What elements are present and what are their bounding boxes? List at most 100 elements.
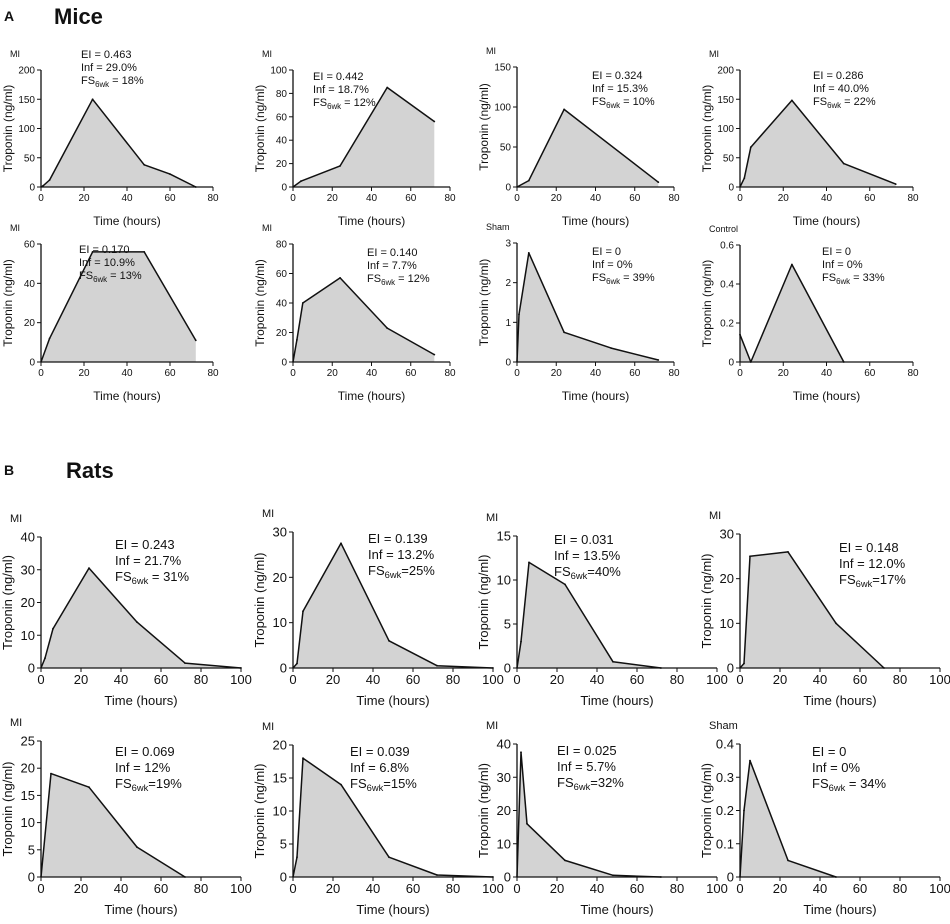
y-tick-label: 80	[276, 89, 288, 100]
y-tick-label: 2	[505, 278, 511, 289]
data-point	[433, 120, 436, 123]
data-point	[527, 252, 530, 254]
y-tick-label: 150	[18, 95, 35, 106]
annotation-fs: FS6wk=40%	[554, 564, 621, 581]
annotation-ei: EI = 0.243	[115, 537, 175, 552]
annotation-fs-subscript: 6wk	[132, 576, 149, 586]
data-point	[743, 662, 745, 665]
data-point	[564, 859, 566, 862]
annotation-fs-label: FS	[554, 564, 571, 579]
x-tick-label: 100	[230, 672, 252, 687]
data-point	[743, 177, 746, 180]
annotation-fs-subscript: 6wk	[571, 571, 588, 581]
y-axis-label: Troponin (ng/ml)	[700, 260, 714, 348]
x-tick-label: 20	[550, 881, 564, 896]
chart-group-label: MI	[10, 49, 20, 59]
x-tick-label: 0	[290, 368, 296, 379]
x-tick-label: 60	[853, 672, 867, 687]
series-area	[740, 551, 884, 668]
y-tick-label: 10	[720, 616, 734, 631]
annotation-inf: Inf = 21.7%	[115, 553, 182, 568]
annotation-ei: EI = 0.148	[839, 540, 899, 555]
data-point	[657, 181, 660, 184]
x-tick-label: 80	[670, 881, 684, 896]
annotation-fs: FS6wk = 39%	[592, 272, 655, 286]
y-tick-label: 0	[504, 870, 511, 885]
y-axis-label: Troponin (ng/ml)	[476, 763, 491, 858]
x-tick-label: 80	[668, 193, 680, 204]
y-axis-label: Troponin (ng/ml)	[476, 555, 491, 650]
y-axis-label: Troponin (ng/ml)	[700, 85, 714, 173]
y-tick-label: 10	[21, 815, 35, 830]
chart-14: 0 20 40 60 80 100 0 5 10 15 20 Time (hours) Troponin…	[252, 721, 504, 917]
y-tick-label: 0	[505, 183, 511, 194]
x-tick-label: 20	[74, 881, 88, 896]
y-tick-label: 0	[280, 870, 287, 885]
annotation-fs-label: FS	[368, 563, 385, 578]
data-point	[88, 786, 90, 789]
annotation-fs-value: =17%	[872, 572, 906, 587]
data-point	[791, 263, 793, 266]
series-line	[516, 252, 659, 363]
series-area	[293, 87, 435, 187]
data-point	[842, 162, 845, 165]
annotation-fs-label: FS	[313, 97, 327, 109]
annotation-fs-label: FS	[839, 572, 856, 587]
y-tick-label: 50	[24, 153, 36, 164]
y-axis-label: Troponin (ng/ml)	[477, 259, 491, 347]
x-tick-label: 20	[326, 881, 340, 896]
y-tick-label: 50	[723, 153, 735, 164]
annotation-fs-label: FS	[115, 569, 132, 584]
annotation-fs-value: = 12%	[341, 97, 376, 109]
y-axis-label: Troponin (ng/ml)	[1, 259, 15, 347]
data-point	[528, 561, 530, 564]
annotation-fs-subscript: 6wk	[327, 102, 341, 111]
y-tick-label: 0.4	[720, 280, 734, 291]
annotation-fs-subscript: 6wk	[856, 579, 873, 589]
x-tick-label: 20	[778, 193, 790, 204]
data-point	[436, 664, 438, 667]
annotation-fs: FS6wk = 18%	[81, 75, 144, 89]
x-tick-label: 20	[778, 368, 790, 379]
chart-13: 0 20 40 60 80 100 0 5 10 15 20 25 Time (hours) Tropon…	[0, 717, 252, 917]
panel-a-title: Mice	[54, 4, 103, 29]
x-tick-label: 60	[406, 881, 420, 896]
data-point	[136, 846, 138, 848]
data-point	[136, 621, 138, 623]
data-point	[520, 640, 522, 643]
y-axis-label: Troponin (ng/ml)	[699, 763, 714, 858]
y-tick-label: 0	[281, 183, 287, 194]
annotation-inf: Inf = 29.0%	[81, 62, 137, 74]
x-axis-label: Time (hours)	[562, 214, 630, 228]
y-tick-label: 20	[21, 761, 35, 776]
annotation-ei: EI = 0.463	[81, 49, 131, 61]
annotation-ei: EI = 0	[822, 246, 851, 258]
x-tick-label: 40	[114, 672, 128, 687]
y-tick-label: 20	[21, 595, 35, 610]
annotation-fs-value: = 33%	[850, 272, 885, 284]
data-point	[563, 331, 565, 334]
series-area	[41, 773, 185, 877]
x-tick-label: 60	[630, 672, 644, 687]
x-tick-label: 80	[194, 881, 208, 896]
data-point	[520, 751, 522, 754]
chart-group-label: Control	[709, 224, 738, 234]
x-axis-label: Time (hours)	[356, 902, 429, 917]
x-tick-label: 0	[513, 672, 520, 687]
x-tick-label: 60	[164, 193, 176, 204]
annotation-ei: EI = 0.324	[592, 70, 642, 82]
y-axis-label: Troponin (ng/ml)	[0, 555, 15, 650]
y-tick-label: 20	[273, 738, 287, 753]
x-tick-label: 100	[482, 881, 504, 896]
series-area	[740, 264, 844, 362]
y-tick-label: 60	[24, 240, 36, 251]
y-tick-label: 0.2	[716, 803, 734, 818]
y-tick-label: 40	[21, 530, 35, 545]
annotation-ei: EI = 0.139	[368, 531, 428, 546]
data-point	[612, 874, 614, 877]
y-tick-label: 30	[720, 527, 734, 542]
y-axis-label: Troponin (ng/ml)	[252, 553, 267, 648]
annotation-ei: EI = 0.031	[554, 532, 614, 547]
